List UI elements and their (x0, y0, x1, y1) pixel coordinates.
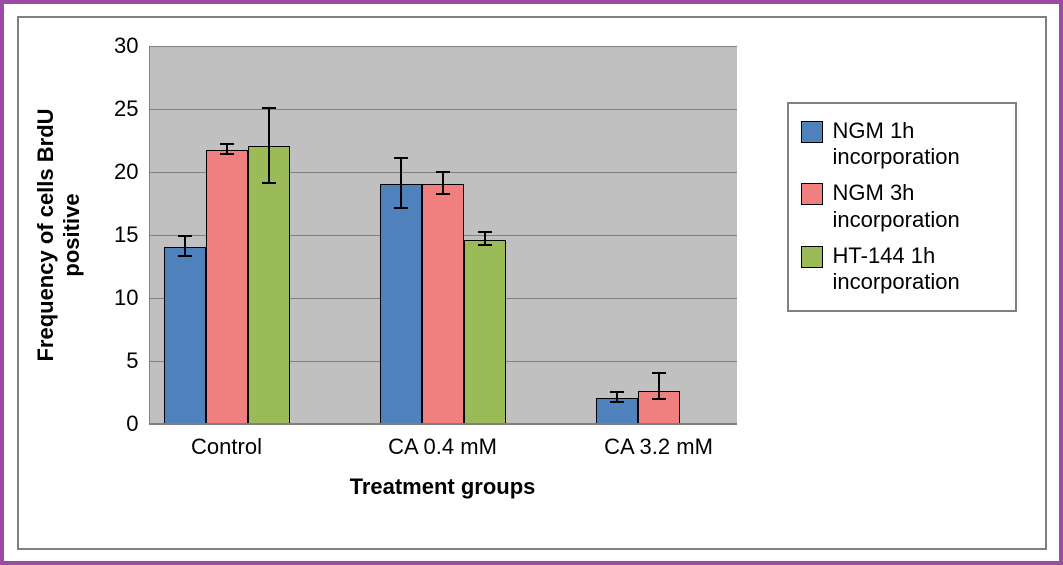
y-tick-label: 15 (114, 222, 138, 248)
gridline (149, 109, 737, 110)
bar (464, 240, 506, 424)
bar (596, 398, 638, 423)
bar (164, 247, 206, 423)
legend-swatch (801, 183, 823, 205)
chart-outer-frame: ControlCA 0.4 mMCA 3.2 mM 051015202530 F… (0, 0, 1063, 565)
bar (206, 150, 248, 423)
y-axis-title-line1: Frequency of cells BrdU (33, 108, 58, 361)
bar (248, 146, 290, 423)
x-category-label: CA 0.4 mM (388, 434, 497, 460)
legend-swatch (801, 121, 823, 143)
legend-label: HT-144 1h incorporation (833, 243, 1003, 296)
legend-item: HT-144 1h incorporation (801, 243, 1003, 296)
y-axis-title: Frequency of cells BrdU positive (33, 108, 85, 361)
legend-label: NGM 1h incorporation (833, 118, 1003, 171)
y-tick-label: 10 (114, 285, 138, 311)
x-category-label: CA 3.2 mM (604, 434, 713, 460)
y-tick-label: 20 (114, 159, 138, 185)
bar (380, 184, 422, 423)
y-tick-label: 0 (126, 411, 138, 437)
plot-area: ControlCA 0.4 mMCA 3.2 mM (149, 46, 737, 424)
x-axis-title: Treatment groups (350, 474, 536, 500)
legend-swatch (801, 246, 823, 268)
chart-frame: ControlCA 0.4 mMCA 3.2 mM 051015202530 F… (17, 16, 1047, 550)
bar (422, 184, 464, 423)
bar (638, 391, 680, 424)
legend-label: NGM 3h incorporation (833, 180, 1003, 233)
y-tick-label: 5 (126, 348, 138, 374)
legend-item: NGM 3h incorporation (801, 180, 1003, 233)
x-category-label: Control (191, 434, 262, 460)
y-tick-label: 30 (114, 33, 138, 59)
y-tick-label: 25 (114, 96, 138, 122)
legend-item: NGM 1h incorporation (801, 118, 1003, 171)
legend: NGM 1h incorporation NGM 3h incorporation… (787, 102, 1017, 312)
gridline (149, 46, 737, 47)
gridline (149, 424, 737, 425)
y-axis-title-line2: positive (59, 193, 84, 276)
